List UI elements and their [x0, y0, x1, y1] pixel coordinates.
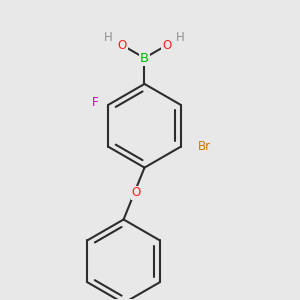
Text: B: B: [140, 52, 149, 64]
Text: O: O: [117, 38, 127, 52]
Text: O: O: [132, 187, 141, 200]
Text: F: F: [92, 96, 98, 109]
Text: O: O: [162, 38, 172, 52]
Text: H: H: [104, 31, 112, 44]
Text: Br: Br: [198, 140, 212, 153]
Text: H: H: [176, 31, 185, 44]
